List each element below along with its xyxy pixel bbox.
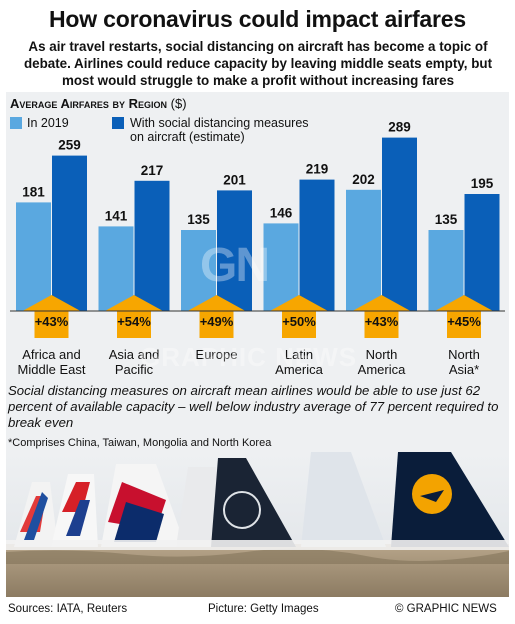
value-label-north-asia-2019: 135 bbox=[435, 212, 458, 227]
value-label-europe-2019: 135 bbox=[187, 212, 210, 227]
value-label-asia-and-pacific-distancing: 217 bbox=[141, 163, 164, 178]
parked-aircraft-photo bbox=[6, 452, 509, 597]
bar-europe-2019 bbox=[181, 230, 216, 311]
value-label-north-asia-distancing: 195 bbox=[471, 176, 494, 191]
capacity-note: Social distancing measures on aircraft m… bbox=[8, 383, 499, 430]
value-label-africa-and-middle-east-distancing: 259 bbox=[58, 138, 81, 153]
category-label-north-america-line2: America bbox=[358, 362, 406, 377]
bar-latin-america-2019 bbox=[263, 223, 299, 311]
bar-north-america-distancing bbox=[382, 137, 417, 311]
value-label-latin-america-distancing: 219 bbox=[306, 162, 329, 177]
intro-text: As air travel restarts, social distancin… bbox=[23, 39, 493, 88]
increase-arrow-asia-and-pacific bbox=[105, 295, 163, 338]
footnote: *Comprises China, Taiwan, Mongolia and N… bbox=[8, 437, 272, 449]
legend-label-distancing-line1: With social distancing measures bbox=[130, 116, 309, 130]
bar-africa-and-middle-east-distancing bbox=[52, 155, 87, 311]
value-label-europe-distancing: 201 bbox=[223, 172, 246, 187]
increase-label-latin-america: +50% bbox=[282, 314, 316, 329]
sources-credit: Sources: IATA, Reuters bbox=[8, 603, 128, 615]
category-label-europe-line1: Europe bbox=[196, 347, 238, 362]
increase-arrow-north-america bbox=[352, 295, 411, 338]
bar-north-america-2019 bbox=[346, 189, 381, 311]
category-label-africa-and-middle-east-line1: Africa and bbox=[22, 347, 81, 362]
bar-asia-and-pacific-distancing bbox=[134, 180, 170, 311]
value-label-africa-and-middle-east-2019: 181 bbox=[22, 184, 45, 199]
category-label-north-asia-line2: Asia* bbox=[449, 362, 479, 377]
page-title: How coronavirus could impact airfares bbox=[49, 6, 466, 32]
bar-north-asia-2019 bbox=[428, 230, 464, 311]
increase-label-north-america: +43% bbox=[365, 314, 399, 329]
category-label-asia-and-pacific-line2: Pacific bbox=[115, 362, 154, 377]
chart-title-unit: ($) bbox=[170, 96, 187, 111]
increase-label-europe: +49% bbox=[200, 314, 234, 329]
bar-europe-distancing bbox=[217, 190, 252, 311]
legend-label-distancing-line2: on aircraft (estimate) bbox=[130, 130, 245, 144]
legend-swatch-distancing bbox=[112, 117, 124, 129]
increase-arrow-africa-and-middle-east bbox=[22, 295, 81, 338]
category-label-latin-america-line2: America bbox=[275, 362, 323, 377]
increase-label-africa-and-middle-east: +43% bbox=[35, 314, 69, 329]
category-label-north-america-line1: North bbox=[366, 347, 398, 362]
value-label-north-america-distancing: 289 bbox=[388, 120, 411, 135]
bar-latin-america-distancing bbox=[299, 179, 335, 311]
increase-arrow-north-asia bbox=[435, 295, 493, 338]
category-label-latin-america-line1: Latin bbox=[285, 347, 313, 362]
category-label-north-asia-line1: North bbox=[448, 347, 480, 362]
bar-north-asia-distancing bbox=[464, 194, 500, 311]
value-label-north-america-2019: 202 bbox=[352, 172, 375, 187]
picture-credit: Picture: Getty Images bbox=[208, 603, 319, 615]
chart-title: Average Airfares by Region ($) bbox=[10, 96, 187, 111]
chart-title-text: Average Airfares by Region bbox=[10, 96, 168, 111]
increase-arrow-europe bbox=[187, 295, 246, 338]
increase-label-north-asia: +45% bbox=[447, 314, 481, 329]
value-label-latin-america-2019: 146 bbox=[270, 205, 293, 220]
category-label-asia-and-pacific-line1: Asia and bbox=[109, 347, 160, 362]
value-label-asia-and-pacific-2019: 141 bbox=[105, 208, 128, 223]
category-label-africa-and-middle-east-line2: Middle East bbox=[18, 362, 86, 377]
graphic-news-credit: © GRAPHIC NEWS bbox=[395, 603, 497, 615]
bar-asia-and-pacific-2019 bbox=[98, 226, 134, 311]
legend-label-2019: In 2019 bbox=[27, 116, 69, 130]
increase-arrow-latin-america bbox=[270, 295, 328, 338]
bar-africa-and-middle-east-2019 bbox=[16, 202, 51, 311]
watermark-logo: GN bbox=[200, 239, 270, 292]
watermark-text: GRAPHIC NEWS bbox=[140, 342, 358, 372]
legend-swatch-2019 bbox=[10, 117, 22, 129]
increase-label-asia-and-pacific: +54% bbox=[117, 314, 151, 329]
